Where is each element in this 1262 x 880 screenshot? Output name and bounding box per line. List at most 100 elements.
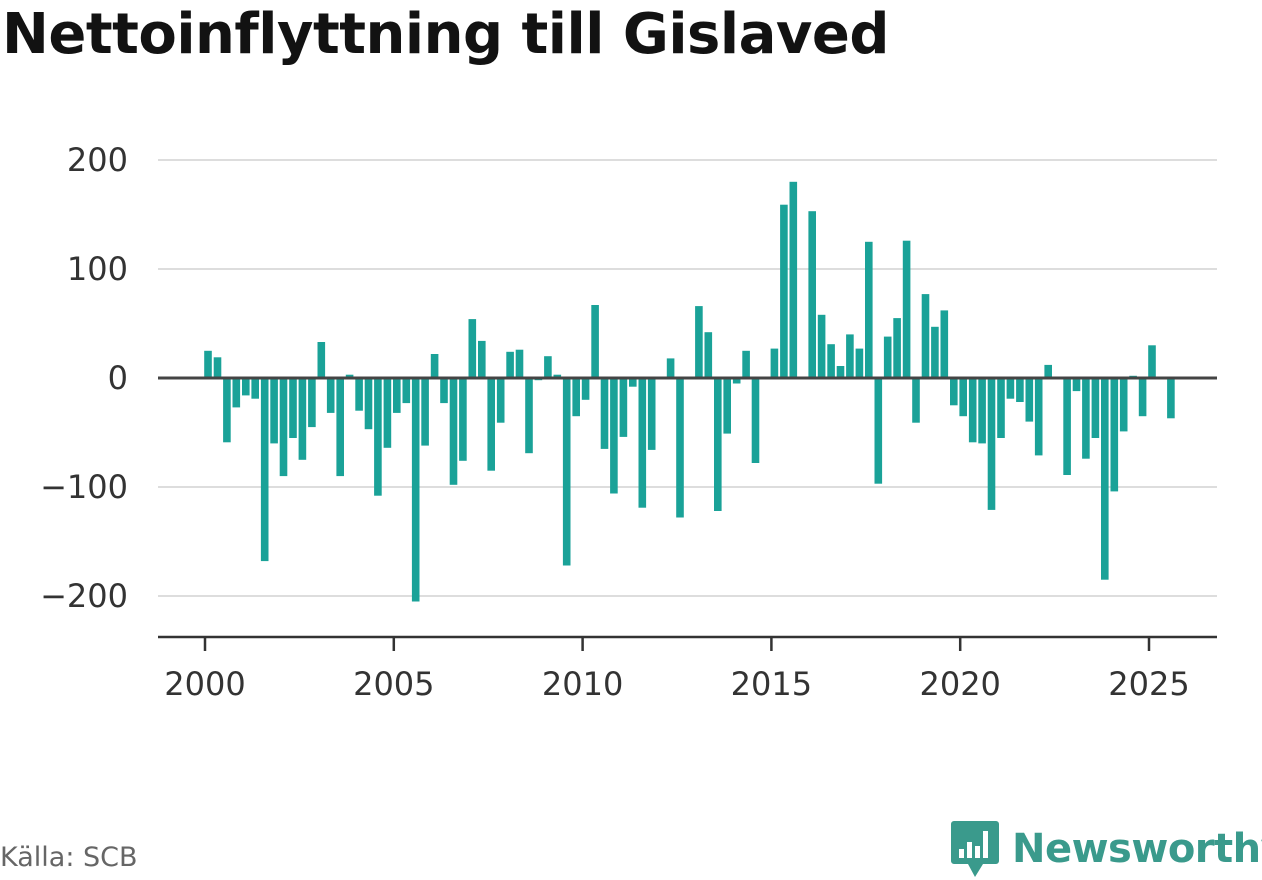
bar <box>629 378 637 387</box>
bar <box>468 319 477 378</box>
bar <box>808 211 816 378</box>
bar <box>959 378 967 417</box>
bar <box>921 294 930 378</box>
bar <box>883 336 892 378</box>
bar <box>1082 378 1090 459</box>
bar <box>204 350 212 379</box>
bar <box>506 351 514 378</box>
bar <box>817 314 826 378</box>
bar <box>326 378 335 413</box>
bar <box>242 378 250 396</box>
bar <box>364 378 373 430</box>
bar <box>232 378 241 408</box>
bar <box>987 378 996 510</box>
bar <box>780 204 788 378</box>
bar <box>751 378 760 463</box>
bar <box>298 378 307 460</box>
bar <box>610 378 618 494</box>
bar <box>496 378 505 423</box>
bar <box>562 378 571 566</box>
bar <box>440 378 448 404</box>
axes <box>158 376 1217 651</box>
newsworthy-brand: Newsworthy <box>950 818 1262 880</box>
bar <box>1148 345 1156 378</box>
bar <box>666 358 675 378</box>
bar <box>336 378 344 477</box>
bar <box>1119 378 1128 432</box>
bar <box>638 378 647 508</box>
bar <box>355 378 363 411</box>
y-tick-label: 0 <box>108 359 128 397</box>
source-note: Källa: SCB <box>0 842 138 873</box>
bar <box>402 378 411 404</box>
bar <box>251 378 259 399</box>
y-tick-label: 200 <box>67 141 128 179</box>
bar <box>1138 378 1147 417</box>
bar <box>544 356 552 378</box>
bar <box>676 378 684 518</box>
x-tick-label: 2025 <box>1108 665 1189 703</box>
bars <box>204 181 1175 602</box>
bar <box>789 181 798 378</box>
gridlines <box>158 159 1217 597</box>
bar <box>572 378 580 417</box>
bar <box>515 349 524 378</box>
tick-labels: 200 100 0 −100 −200 2000 2005 2010 2015 2020 2025 <box>40 141 1190 703</box>
brand-name: Newsworthy <box>1012 826 1262 872</box>
bar <box>647 378 656 450</box>
bar <box>912 378 920 423</box>
y-tick-label: −100 <box>40 468 128 506</box>
bar <box>968 378 977 443</box>
bar <box>308 378 316 428</box>
newsworthy-logo-icon <box>951 821 999 877</box>
bar <box>270 378 278 444</box>
bar <box>213 357 222 378</box>
bar <box>950 378 958 406</box>
bar <box>478 340 486 378</box>
bar-chart: 200 100 0 −100 −200 2000 2005 2010 2015 2020 2025 <box>40 141 1217 703</box>
bar <box>1006 378 1015 399</box>
bar <box>317 342 326 378</box>
bar <box>978 378 986 444</box>
y-tick-label: −200 <box>40 577 128 615</box>
bar <box>742 350 750 379</box>
chart-title: Nettoinflyttning till Gislaved <box>2 2 889 67</box>
bar <box>770 348 779 378</box>
bar <box>487 378 495 471</box>
bar <box>865 241 873 379</box>
bar <box>1034 378 1043 456</box>
bar <box>1016 378 1024 402</box>
bar <box>383 378 392 448</box>
bar <box>836 366 845 378</box>
bar <box>223 378 231 443</box>
bar <box>1110 378 1119 492</box>
bar <box>525 378 533 454</box>
bar <box>393 378 401 413</box>
bar <box>723 378 731 434</box>
bar <box>695 306 703 378</box>
bar <box>874 378 883 484</box>
bar <box>732 378 741 384</box>
x-tick-label: 2005 <box>353 665 434 703</box>
bar <box>374 378 382 496</box>
x-tick-label: 2000 <box>164 665 245 703</box>
bar <box>1091 378 1100 438</box>
bar <box>997 378 1005 438</box>
bar <box>1025 378 1034 422</box>
bar <box>931 326 939 378</box>
bar <box>704 332 713 378</box>
bar <box>600 378 609 449</box>
bar <box>279 378 288 477</box>
bar <box>1101 378 1109 580</box>
bar <box>289 378 297 438</box>
bar <box>827 344 835 378</box>
x-tick-label: 2020 <box>919 665 1000 703</box>
bar <box>1044 364 1052 378</box>
bar <box>893 318 901 379</box>
y-tick-label: 100 <box>67 250 128 288</box>
bar <box>553 374 562 378</box>
bar <box>459 378 467 461</box>
bar <box>940 310 949 378</box>
bar <box>430 354 439 378</box>
bar <box>1072 378 1081 392</box>
